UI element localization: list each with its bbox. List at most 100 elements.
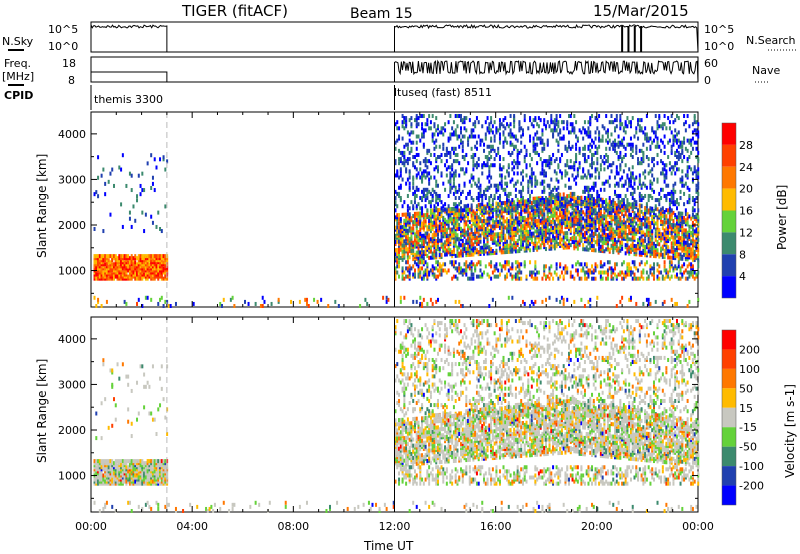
echo-pixel bbox=[670, 165, 673, 170]
echo-pixel bbox=[511, 247, 514, 252]
echo-pixel bbox=[587, 206, 590, 211]
echo-pixel bbox=[571, 239, 574, 244]
echo-pixel bbox=[396, 225, 399, 230]
echo-pixel bbox=[463, 249, 466, 254]
echo-pixel bbox=[479, 138, 482, 143]
echo-pixel bbox=[491, 249, 494, 254]
echo-pixel bbox=[631, 229, 634, 234]
echo-pixel bbox=[663, 179, 666, 184]
echo-pixel bbox=[426, 159, 429, 164]
echo-pixel bbox=[605, 224, 608, 229]
echo-pixel bbox=[498, 136, 501, 141]
echo-pixel bbox=[136, 198, 139, 203]
echo-pixel bbox=[569, 200, 572, 205]
echo-pixel bbox=[426, 245, 429, 250]
echo-pixel bbox=[541, 237, 544, 242]
echo-pixel bbox=[585, 208, 588, 213]
echo-pixel bbox=[394, 227, 397, 232]
echo-pixel bbox=[679, 179, 682, 184]
echo-pixel bbox=[456, 159, 459, 164]
echo-pixel bbox=[661, 209, 664, 214]
echo-pixel bbox=[580, 195, 583, 200]
echo-pixel bbox=[472, 232, 475, 237]
echo-pixel bbox=[557, 185, 560, 190]
echo-pixel bbox=[107, 254, 110, 259]
echo-pixel bbox=[525, 163, 528, 168]
echo-pixel bbox=[697, 159, 700, 164]
echo-pixel bbox=[697, 221, 700, 226]
echo-pixel bbox=[534, 229, 537, 234]
echo-pixel bbox=[426, 253, 429, 258]
echo-pixel bbox=[472, 177, 475, 182]
echo-pixel bbox=[656, 252, 659, 257]
echo-pixel bbox=[667, 249, 670, 254]
echo-pixel bbox=[498, 193, 501, 198]
echo-pixel bbox=[624, 245, 627, 250]
echo-pixel bbox=[675, 241, 678, 246]
echo-pixel bbox=[514, 204, 517, 209]
echo-pixel bbox=[536, 270, 539, 275]
echo-pixel bbox=[582, 146, 585, 151]
echo-pixel bbox=[399, 157, 402, 162]
echo-pixel bbox=[617, 226, 620, 231]
echo-pixel bbox=[543, 208, 546, 213]
echo-pixel bbox=[686, 249, 689, 254]
echo-pixel bbox=[654, 144, 657, 149]
echo-pixel bbox=[107, 179, 110, 184]
echo-pixel bbox=[475, 215, 478, 220]
echo-pixel bbox=[431, 193, 434, 198]
echo-pixel bbox=[521, 230, 524, 235]
echo-pixel bbox=[497, 208, 500, 213]
nsky-tick-bottom: 10^0 bbox=[48, 40, 78, 53]
echo-pixel bbox=[454, 266, 457, 271]
echo-pixel bbox=[686, 157, 689, 162]
echo-pixel bbox=[575, 175, 578, 180]
echo-pixel bbox=[594, 205, 597, 210]
echo-pixel bbox=[589, 223, 592, 228]
echo-pixel bbox=[93, 227, 96, 232]
echo-pixel bbox=[456, 268, 459, 273]
echo-pixel bbox=[562, 196, 565, 201]
echo-pixel bbox=[488, 185, 491, 190]
echo-pixel bbox=[619, 177, 622, 182]
echo-pixel bbox=[677, 225, 680, 230]
echo-pixel bbox=[159, 272, 162, 277]
echo-pixel bbox=[454, 208, 457, 213]
echo-pixel bbox=[559, 231, 562, 236]
echo-pixel bbox=[440, 152, 443, 157]
echo-pixel bbox=[513, 120, 516, 125]
echo-pixel bbox=[568, 210, 571, 215]
echo-pixel bbox=[550, 264, 553, 269]
echo-pixel bbox=[520, 276, 523, 281]
echo-pixel bbox=[419, 270, 422, 275]
echo-pixel bbox=[615, 244, 618, 249]
echo-pixel bbox=[603, 187, 606, 192]
echo-pixel bbox=[442, 146, 445, 151]
echo-pixel bbox=[470, 217, 473, 222]
echo-pixel bbox=[598, 130, 601, 135]
echo-pixel bbox=[591, 173, 594, 178]
echo-pixel bbox=[546, 208, 549, 213]
echo-pixel bbox=[697, 157, 700, 162]
echo-pixel bbox=[544, 126, 547, 131]
echo-pixel bbox=[417, 268, 420, 273]
echo-pixel bbox=[667, 247, 670, 252]
echo-pixel bbox=[160, 256, 163, 261]
echo-pixel bbox=[626, 233, 629, 238]
echo-pixel bbox=[668, 220, 671, 225]
echo-pixel bbox=[543, 236, 546, 241]
echo-pixel bbox=[403, 220, 406, 225]
echo-pixel bbox=[521, 215, 524, 220]
echo-pixel bbox=[550, 205, 553, 210]
echo-pixel bbox=[523, 114, 526, 119]
echo-pixel bbox=[629, 247, 632, 252]
echo-pixel bbox=[146, 161, 149, 166]
echo-pixel bbox=[467, 236, 470, 241]
echo-pixel bbox=[433, 274, 436, 279]
echo-pixel bbox=[507, 132, 510, 137]
echo-pixel bbox=[691, 247, 694, 252]
echo-pixel bbox=[644, 232, 647, 237]
echo-pixel bbox=[436, 165, 439, 170]
echo-pixel bbox=[486, 233, 489, 238]
echo-pixel bbox=[585, 237, 588, 242]
